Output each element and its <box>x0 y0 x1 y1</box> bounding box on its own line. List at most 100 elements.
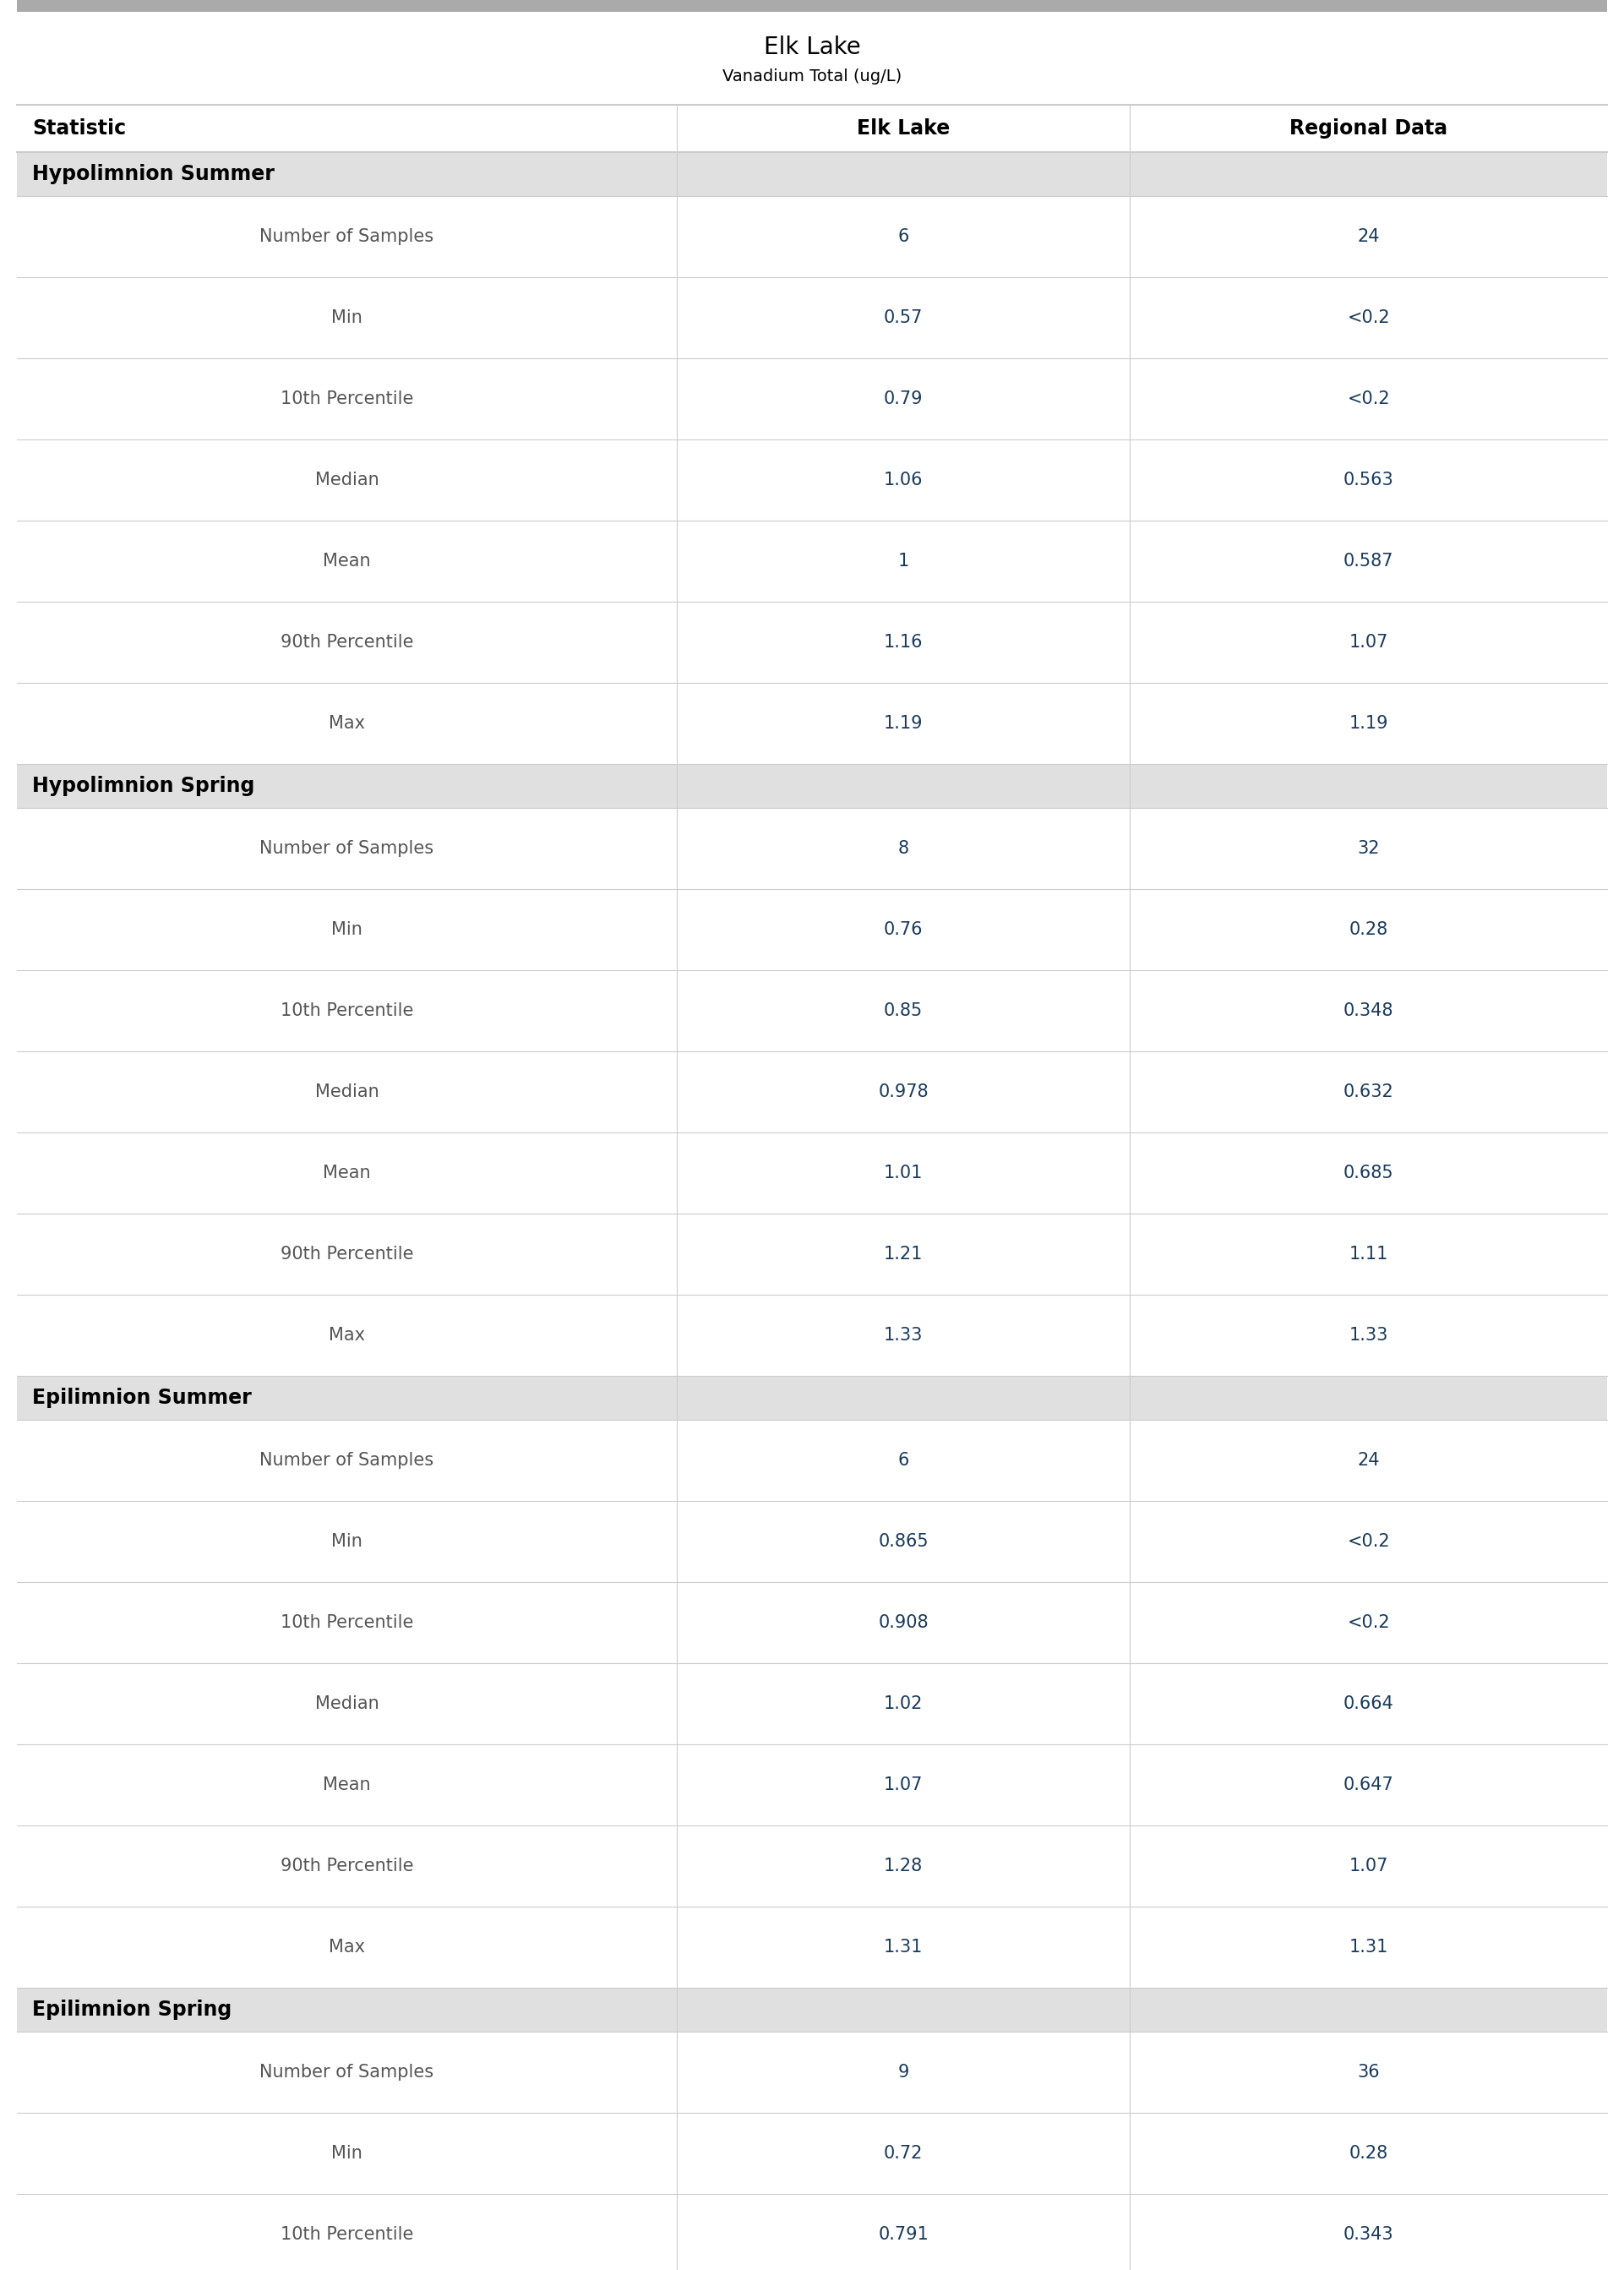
Bar <box>16 2193 1608 2270</box>
Bar <box>16 1051 1608 1133</box>
Text: 0.85: 0.85 <box>883 1003 922 1019</box>
Text: 1.33: 1.33 <box>883 1328 922 1344</box>
Bar <box>16 1294 1608 1376</box>
Text: <0.2: <0.2 <box>1348 1614 1390 1632</box>
Bar <box>16 1825 1608 1907</box>
Text: 0.563: 0.563 <box>1343 472 1393 488</box>
Bar <box>16 1214 1608 1294</box>
Text: 0.587: 0.587 <box>1343 552 1393 570</box>
Text: <0.2: <0.2 <box>1348 1532 1390 1550</box>
Text: Number of Samples: Number of Samples <box>260 1453 434 1469</box>
Text: 1.02: 1.02 <box>883 1696 922 1712</box>
Bar <box>16 440 1608 520</box>
Text: 1.19: 1.19 <box>883 715 922 731</box>
Bar <box>16 0 1608 11</box>
Text: 1.28: 1.28 <box>883 1857 922 1875</box>
Text: Mean: Mean <box>323 552 370 570</box>
Text: 10th Percentile: 10th Percentile <box>281 1003 414 1019</box>
Text: 1.31: 1.31 <box>1350 1939 1389 1957</box>
Bar <box>16 808 1608 890</box>
Text: 36: 36 <box>1358 2063 1380 2082</box>
Bar <box>16 1419 1608 1500</box>
Text: 0.791: 0.791 <box>879 2227 929 2243</box>
Text: 90th Percentile: 90th Percentile <box>281 1246 414 1262</box>
Text: Statistic: Statistic <box>32 118 127 138</box>
Text: Elk Lake: Elk Lake <box>857 118 950 138</box>
Bar <box>16 1664 1608 1743</box>
Text: 1.07: 1.07 <box>1350 633 1389 651</box>
Text: Max: Max <box>328 1939 365 1957</box>
Text: Min: Min <box>331 309 362 327</box>
Text: 1.06: 1.06 <box>883 472 922 488</box>
Text: 0.685: 0.685 <box>1343 1165 1393 1180</box>
Text: 1: 1 <box>898 552 909 570</box>
Bar <box>16 152 1608 195</box>
Text: 32: 32 <box>1358 840 1380 858</box>
Text: Median: Median <box>315 472 378 488</box>
Text: 10th Percentile: 10th Percentile <box>281 2227 414 2243</box>
Text: 1.07: 1.07 <box>1350 1857 1389 1875</box>
Text: <0.2: <0.2 <box>1348 390 1390 406</box>
Text: Vanadium Total (ug/L): Vanadium Total (ug/L) <box>723 68 901 84</box>
Text: 24: 24 <box>1358 229 1380 245</box>
Bar <box>16 1989 1608 2032</box>
Bar <box>16 1500 1608 1582</box>
Text: Min: Min <box>331 2145 362 2161</box>
Bar <box>16 969 1608 1051</box>
Text: 0.72: 0.72 <box>883 2145 922 2161</box>
Text: 0.865: 0.865 <box>879 1532 929 1550</box>
Text: 1.21: 1.21 <box>883 1246 922 1262</box>
Text: 0.57: 0.57 <box>883 309 922 327</box>
Bar <box>16 1743 1608 1825</box>
Bar <box>16 2032 1608 2113</box>
Text: 1.11: 1.11 <box>1350 1246 1389 1262</box>
Text: Median: Median <box>315 1083 378 1101</box>
Text: 90th Percentile: 90th Percentile <box>281 633 414 651</box>
Text: Epilimnion Summer: Epilimnion Summer <box>32 1387 252 1407</box>
Bar <box>16 1376 1608 1419</box>
Text: Number of Samples: Number of Samples <box>260 2063 434 2082</box>
Text: Min: Min <box>331 922 362 938</box>
Text: 0.908: 0.908 <box>879 1614 929 1632</box>
Text: Max: Max <box>328 715 365 731</box>
Text: Hypolimnion Spring: Hypolimnion Spring <box>32 776 255 797</box>
Text: Number of Samples: Number of Samples <box>260 840 434 858</box>
Text: <0.2: <0.2 <box>1348 309 1390 327</box>
Text: 0.664: 0.664 <box>1343 1696 1393 1712</box>
Text: 90th Percentile: 90th Percentile <box>281 1857 414 1875</box>
Text: Elk Lake: Elk Lake <box>763 36 861 59</box>
Text: 1.01: 1.01 <box>883 1165 922 1180</box>
Bar <box>16 1907 1608 1989</box>
Text: 0.76: 0.76 <box>883 922 922 938</box>
Text: 1.07: 1.07 <box>883 1777 922 1793</box>
Text: 10th Percentile: 10th Percentile <box>281 1614 414 1632</box>
Bar <box>16 1133 1608 1214</box>
Bar <box>16 683 1608 765</box>
Bar <box>16 2113 1608 2193</box>
Text: Max: Max <box>328 1328 365 1344</box>
Text: 6: 6 <box>898 229 909 245</box>
Text: 0.28: 0.28 <box>1350 2145 1389 2161</box>
Text: Epilimnion Spring: Epilimnion Spring <box>32 2000 232 2020</box>
Bar <box>16 520 1608 602</box>
Text: 0.79: 0.79 <box>883 390 922 406</box>
Text: 1.31: 1.31 <box>883 1939 922 1957</box>
Text: Min: Min <box>331 1532 362 1550</box>
Text: 24: 24 <box>1358 1453 1380 1469</box>
Text: 0.647: 0.647 <box>1343 1777 1393 1793</box>
Text: Mean: Mean <box>323 1165 370 1180</box>
Text: 1.19: 1.19 <box>1350 715 1389 731</box>
Text: Hypolimnion Summer: Hypolimnion Summer <box>32 163 274 184</box>
Bar <box>16 359 1608 440</box>
Text: 1.16: 1.16 <box>883 633 922 651</box>
Bar <box>16 1582 1608 1664</box>
Text: 10th Percentile: 10th Percentile <box>281 390 414 406</box>
Text: 0.632: 0.632 <box>1343 1083 1393 1101</box>
Text: 1.33: 1.33 <box>1350 1328 1389 1344</box>
Text: 0.348: 0.348 <box>1343 1003 1393 1019</box>
Text: 0.343: 0.343 <box>1343 2227 1393 2243</box>
Text: 0.28: 0.28 <box>1350 922 1389 938</box>
Text: 0.978: 0.978 <box>879 1083 929 1101</box>
Text: 6: 6 <box>898 1453 909 1469</box>
Bar <box>16 602 1608 683</box>
